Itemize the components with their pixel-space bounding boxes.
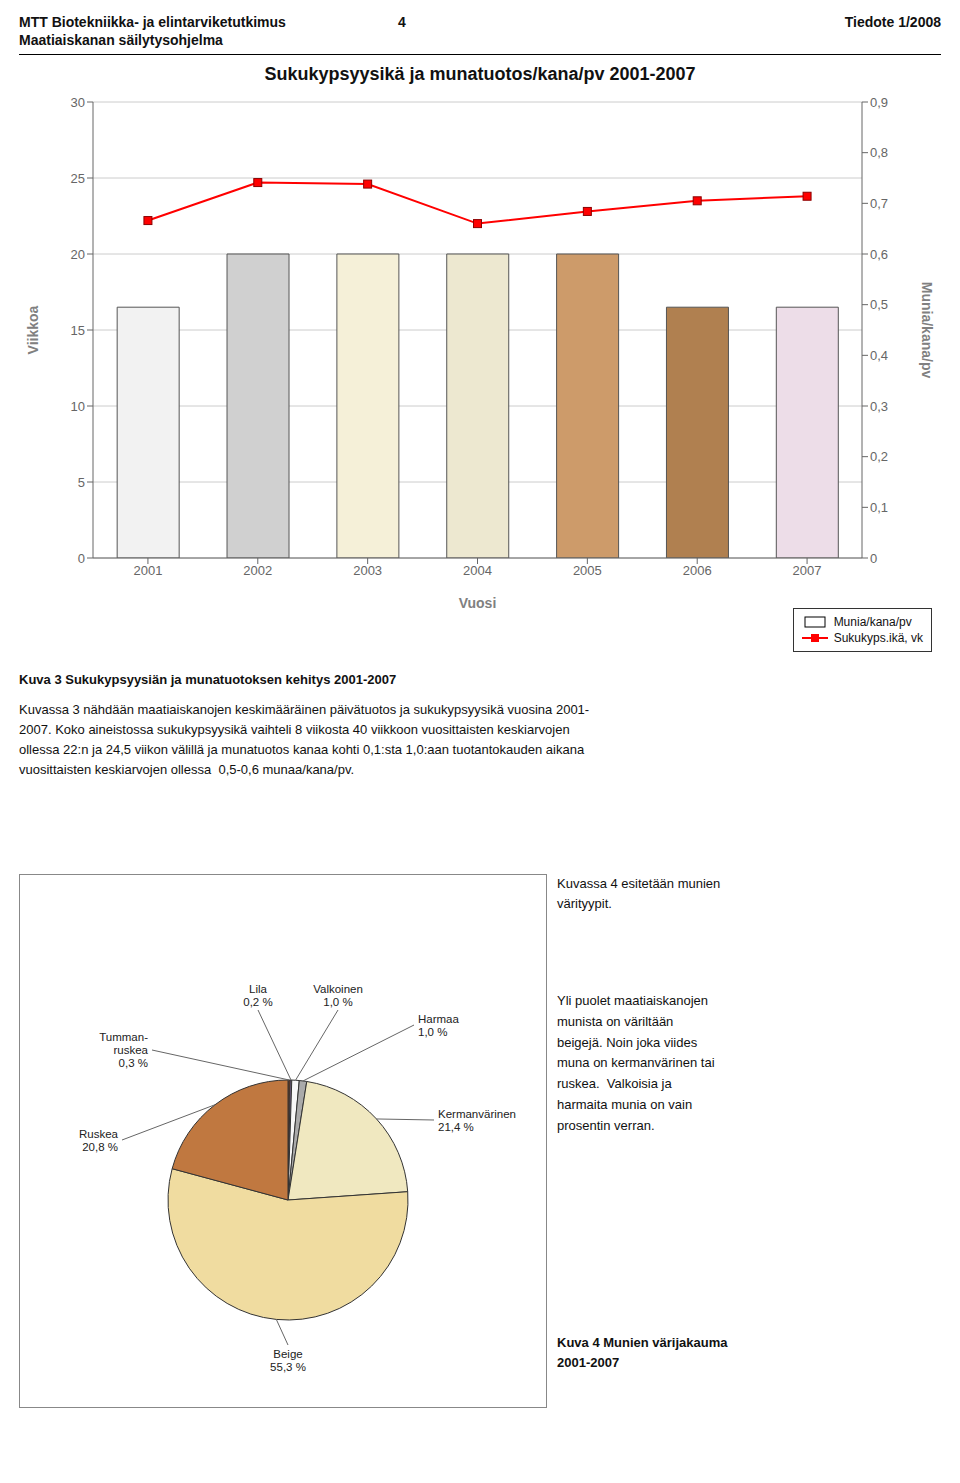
svg-text:Lila0,2 %: Lila0,2 %	[243, 983, 272, 1008]
html-text:Yli puolet maatiaiskanojen mun: Yli puolet maatiaiskanojen munista on vä…	[557, 993, 715, 1133]
svg-text:0,6: 0,6	[870, 247, 888, 262]
svg-text:2006: 2006	[683, 563, 712, 578]
html-text:Kuva 4 Munien värijakauma 2001: Kuva 4 Munien värijakauma 2001-2007	[557, 1335, 728, 1370]
svg-text:30: 30	[71, 95, 85, 110]
html-text:MTT Biotekniikka- ja elintarvi: MTT Biotekniikka- ja elintarviketutkimus	[19, 14, 286, 30]
html-text:Sukukypsyysikä ja munatuotos/k: Sukukypsyysikä ja munatuotos/kana/pv 200…	[264, 64, 696, 84]
svg-text:0,9: 0,9	[870, 95, 888, 110]
svg-text:25: 25	[71, 171, 85, 186]
svg-text:Beige55,3 %: Beige55,3 %	[270, 1348, 306, 1373]
html-text:Munia/kana/pv: Munia/kana/pv	[833, 615, 912, 629]
svg-text:Vuosi: Vuosi	[459, 595, 497, 611]
svg-text:2004: 2004	[463, 563, 492, 578]
svg-text:0: 0	[78, 551, 85, 566]
svg-text:Tumman-ruskea0,3 %: Tumman-ruskea0,3 %	[99, 1031, 148, 1069]
html-text:4: 4	[398, 14, 406, 30]
svg-text:0,5: 0,5	[870, 297, 888, 312]
svg-text:0,4: 0,4	[870, 348, 888, 363]
svg-text:Munia/kana/pv: Munia/kana/pv	[919, 282, 935, 379]
svg-text:0: 0	[870, 551, 877, 566]
svg-text:Viikkoa: Viikkoa	[25, 305, 41, 354]
html-text:Kuvassa 3 nähdään maatiaiskano: Kuvassa 3 nähdään maatiaiskanojen keskim…	[19, 702, 590, 778]
svg-text:20: 20	[71, 247, 85, 262]
svg-text:2002: 2002	[243, 563, 272, 578]
svg-text:Ruskea20,8 %: Ruskea20,8 %	[79, 1128, 119, 1153]
svg-text:15: 15	[71, 323, 85, 338]
html-text:Tiedote 1/2008: Tiedote 1/2008	[844, 14, 941, 30]
svg-text:0,2: 0,2	[870, 449, 888, 464]
svg-text:10: 10	[71, 399, 85, 414]
html-text:Kuva 3 Sukukypsyysiän ja munat: Kuva 3 Sukukypsyysiän ja munatuotoksen k…	[19, 672, 397, 687]
svg-text:2001: 2001	[133, 563, 162, 578]
html-text:Maatiaiskanan säilytysohjelma: Maatiaiskanan säilytysohjelma	[19, 32, 223, 48]
svg-text:Harmaa1,0 %: Harmaa1,0 %	[418, 1013, 460, 1038]
html-text:Sukukyps.ikä, vk: Sukukyps.ikä, vk	[833, 631, 923, 645]
html-text:Kuvassa 4 esitetään munien vär: Kuvassa 4 esitetään munien värityypit.	[557, 876, 721, 911]
svg-text:2003: 2003	[353, 563, 382, 578]
svg-text:2005: 2005	[573, 563, 602, 578]
svg-text:0,3: 0,3	[870, 399, 888, 414]
svg-text:5: 5	[78, 475, 85, 490]
svg-text:0,8: 0,8	[870, 145, 888, 160]
svg-text:0,7: 0,7	[870, 196, 888, 211]
svg-text:Valkoinen1,0 %: Valkoinen1,0 %	[313, 983, 363, 1008]
svg-text:0,1: 0,1	[870, 500, 888, 515]
svg-text:Kermanvärinen21,4 %: Kermanvärinen21,4 %	[438, 1108, 516, 1133]
svg-text:2007: 2007	[793, 563, 822, 578]
